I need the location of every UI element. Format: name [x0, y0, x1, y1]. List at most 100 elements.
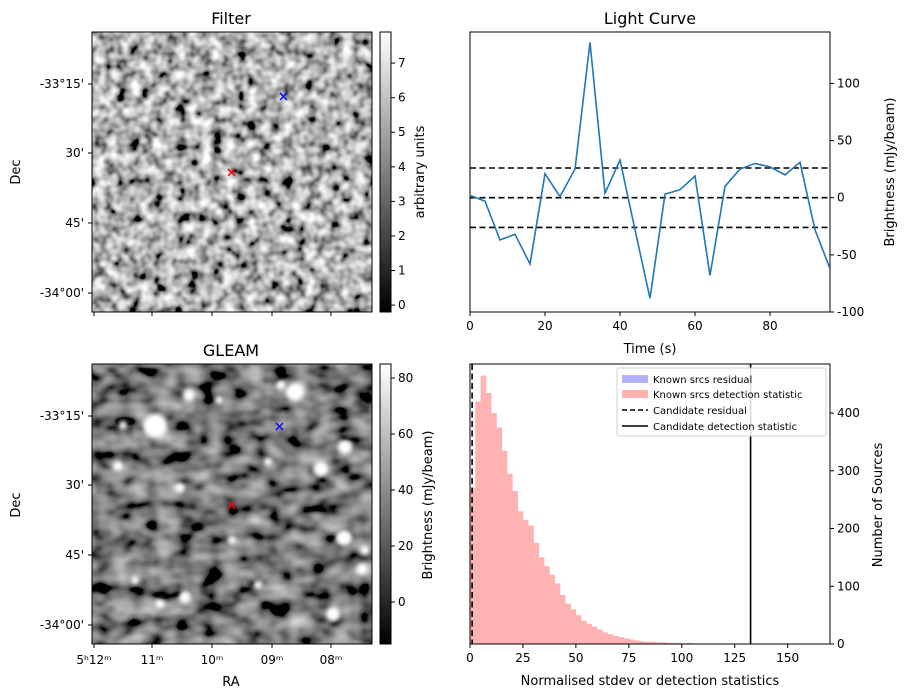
gleam-ytick-label: -34°00' [40, 618, 84, 632]
filter-red-marker [227, 168, 236, 177]
histogram-x-ticks: 0 25 50 75 100 125 150 [466, 644, 799, 665]
histogram-bar [549, 574, 556, 644]
histogram-legend: Known srcs residual Known srcs detection… [616, 367, 827, 437]
gleam-cbar-tick-label: 40 [398, 483, 413, 497]
histogram-bar [618, 637, 624, 644]
lightcurve-threshold-lines [470, 167, 830, 229]
histogram-bar [623, 638, 630, 644]
gleam-cbar-tick-label: 60 [398, 427, 413, 441]
gleam-sources [113, 380, 370, 621]
gleam-ylabel: Dec [9, 492, 24, 517]
filter-cbar-tick-label: 4 [398, 160, 406, 174]
lightcurve-ytick-label: 0 [837, 191, 845, 205]
histogram-bar [501, 450, 508, 644]
gleam-xtick-label: 09ᵐ [261, 653, 284, 667]
lightcurve-xlabel: Time (s) [623, 342, 677, 357]
histogram-bar [597, 629, 603, 644]
histogram-bar [671, 642, 677, 644]
gleam-source [183, 389, 195, 401]
histogram-bar [512, 491, 518, 644]
filter-cbar-tick-label: 2 [398, 229, 406, 243]
lightcurve-ytick-label: -100 [837, 305, 864, 319]
filter-x-ticks [93, 312, 332, 316]
histogram-bar [650, 641, 656, 644]
histogram-bar [575, 615, 582, 644]
filter-panel: Filter -33°15' 30' 45' -34°00' Dec 0 1 2 3 4 5 6 7… [9, 9, 428, 316]
histogram-xtick-label: 150 [776, 651, 799, 665]
lightcurve-title: Light Curve [604, 9, 696, 28]
histogram-bar [665, 642, 672, 644]
filter-y-ticks: -33°15' 30' 45' -34°00' [40, 77, 92, 300]
histogram-ytick-label: 300 [837, 464, 860, 478]
gleam-ytick-label: 45' [65, 548, 84, 562]
histogram-bar [560, 594, 566, 644]
histogram-bar [496, 427, 503, 644]
histogram-bar [639, 641, 646, 644]
histogram-bar [565, 603, 571, 644]
gleam-source [356, 563, 368, 575]
histogram-xtick-label: 100 [670, 651, 693, 665]
histogram-xlabel: Normalised stdev or detection statistics [521, 674, 780, 689]
histogram-bar [591, 626, 598, 644]
gleam-source [228, 536, 236, 544]
gleam-source [143, 414, 167, 438]
filter-ylabel: Dec [9, 159, 24, 184]
lightcurve-x-ticks: 0 20 40 60 80 [466, 312, 778, 333]
lightcurve-xtick-label: 20 [537, 319, 552, 333]
legend-label-candidate-detection: Candidate detection statistic [653, 422, 797, 433]
histogram-xtick-label: 0 [466, 651, 474, 665]
gleam-colorbar [379, 363, 392, 645]
filter-cbar-tick-label: 6 [398, 91, 406, 105]
gleam-source [264, 458, 272, 466]
histogram-xtick-label: 75 [621, 651, 636, 665]
legend-swatch-detection [622, 390, 648, 398]
histogram-bar [644, 641, 651, 644]
filter-ytick-label: -34°00' [40, 286, 84, 300]
gleam-colorbar-label: Brightness (mJy/beam) [421, 431, 436, 580]
gleam-colorbar-ticks: 0 20 40 60 80 [391, 371, 413, 609]
histogram-bar [676, 642, 683, 644]
legend-label-residual: Known srcs residual [653, 375, 752, 386]
gleam-source [326, 607, 340, 621]
histogram-ytick-label: 200 [837, 522, 860, 536]
lightcurve-xtick-label: 80 [762, 319, 777, 333]
lightcurve-ytick-label: -50 [837, 248, 857, 262]
histogram-bar [634, 640, 640, 644]
filter-ytick-label: 45' [65, 216, 84, 230]
gleam-xlabel: RA [222, 675, 240, 690]
gleam-xtick-label: 11ᵐ [141, 653, 164, 667]
histogram-bar [687, 642, 693, 644]
histogram-bar [507, 473, 513, 644]
histogram-bar [660, 642, 667, 644]
filter-cbar-tick-label: 0 [398, 298, 406, 312]
histogram-bar [533, 542, 540, 644]
histogram-xtick-label: 25 [515, 651, 530, 665]
histogram-bar [538, 557, 545, 644]
lightcurve-line [470, 42, 830, 299]
lightcurve-xtick-label: 60 [687, 319, 702, 333]
histogram-bar [522, 519, 529, 644]
gleam-red-marker [227, 501, 236, 510]
histogram-bar [570, 609, 577, 644]
histogram-bar [475, 401, 481, 644]
gleam-source [336, 530, 352, 546]
filter-colorbar-ticks: 0 1 2 3 4 5 6 7 [391, 56, 406, 312]
histogram-bar [491, 413, 497, 644]
histogram-bar [544, 566, 550, 644]
histogram-ytick-label: 100 [837, 579, 860, 593]
gleam-source [215, 396, 223, 404]
lightcurve-y-ticks: -100 -50 0 50 100 [830, 76, 864, 319]
gleam-cbar-tick-label: 0 [398, 595, 406, 609]
gleam-source [175, 483, 185, 493]
gleam-y-ticks: -33°15' 30' 45' -34°00' [40, 409, 92, 632]
gleam-xtick-label: 08ᵐ [320, 653, 343, 667]
lightcurve-ytick-label: 100 [837, 76, 860, 90]
gleam-source [360, 545, 370, 555]
histogram-y-ticks: 0 100 200 300 400 [830, 406, 860, 651]
gleam-source [276, 380, 286, 390]
histogram-bar [602, 632, 608, 644]
gleam-source [131, 576, 139, 584]
gleam-title: GLEAM [203, 341, 259, 360]
histogram-bar [612, 635, 619, 644]
